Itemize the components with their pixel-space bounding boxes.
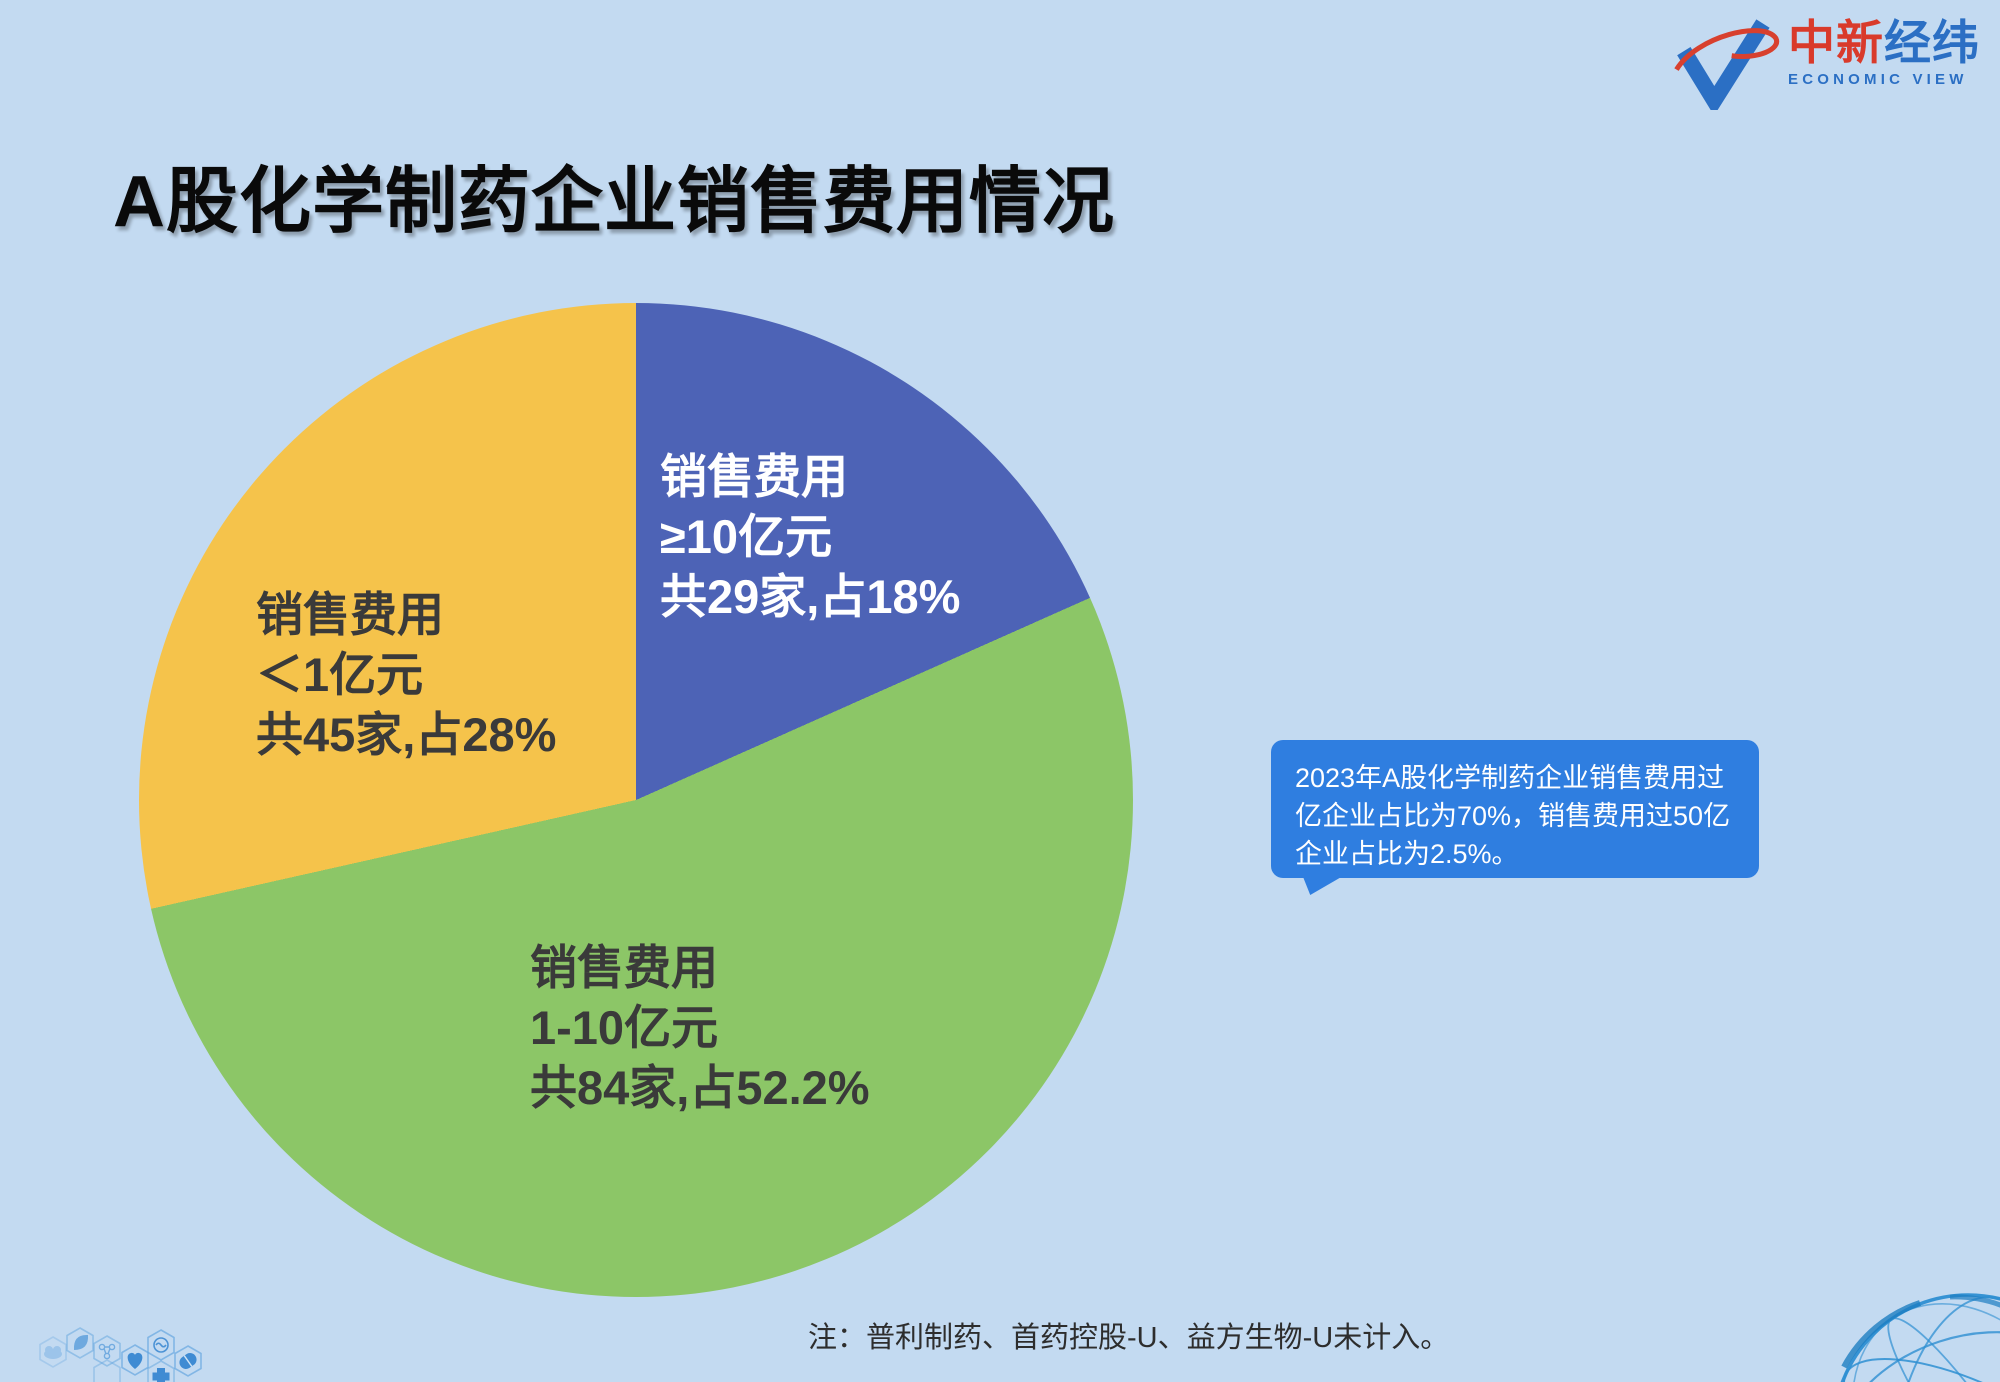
medical-hexagons-icon [39, 1327, 202, 1382]
pie-label-ge-10yi: 销售费用 ≥10亿元 共29家,占18% [660, 447, 960, 627]
logo-text: 中新经纬 ECONOMIC VIEW [1788, 16, 1980, 88]
pie-label-1-10yi: 销售费用 1-10亿元 共84家,占52.2% [530, 938, 870, 1118]
callout-line: 企业占比为2.5%。 [1295, 839, 1519, 869]
pie-label-line: 1-10亿元 [530, 1001, 719, 1054]
logo-checkmark-swoosh-icon [1674, 19, 1780, 110]
pie-chart [139, 303, 1133, 1297]
pie-label-line: 共84家,占52.2% [530, 1061, 870, 1114]
logo: 中新经纬 ECONOMIC VIEW [1672, 16, 1980, 110]
pie-label-line: 共45家,占28% [256, 708, 557, 761]
callout-line: 2023年A股化学制药企业销售费用过 [1295, 763, 1725, 793]
page-title: A股化学制药企业销售费用情况 [113, 162, 1115, 242]
logo-tagline: ECONOMIC VIEW [1788, 70, 1968, 88]
pie-label-line: ≥10亿元 [660, 510, 833, 563]
footnote: 注：普利制药、首药控股-U、益方生物-U未计入。 [808, 1322, 1450, 1354]
logo-brand-red: 中新 [1788, 16, 1884, 69]
callout-line: 亿企业占比为70%，销售费用过50亿 [1295, 801, 1731, 831]
pie-label-line: 销售费用 [256, 588, 444, 641]
callout-bubble-tail [1302, 876, 1343, 895]
logo-brand-name: 中新经纬 [1788, 16, 1980, 69]
pie-label-line: 共29家,占18% [660, 570, 961, 623]
callout-bubble: 2023年A股化学制药企业销售费用过 亿企业占比为70%，销售费用过50亿 企业… [1271, 740, 1759, 878]
pie-label-line: 销售费用 [660, 450, 848, 503]
pie-label-line: 销售费用 [530, 941, 718, 994]
globe-icon [1836, 1293, 2000, 1382]
pie-label-line: ＜1亿元 [256, 648, 424, 701]
pie-label-lt-1yi: 销售费用 ＜1亿元 共45家,占28% [256, 585, 556, 765]
logo-brand-blue: 经纬 [1884, 16, 1980, 69]
